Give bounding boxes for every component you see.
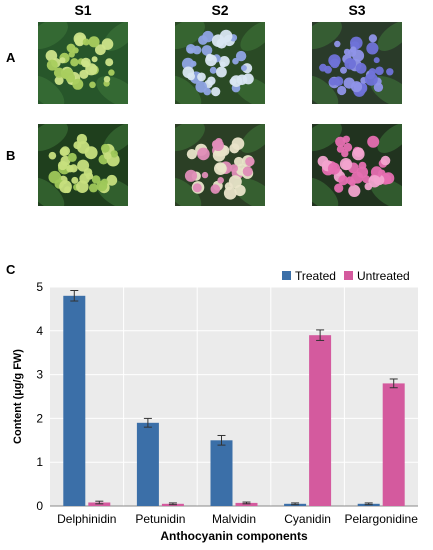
error-bar: [316, 329, 325, 341]
photo-a-s1: [38, 22, 128, 104]
x-tick-label: Petunidin: [135, 512, 185, 526]
error-bar: [217, 434, 226, 446]
error-bar: [70, 290, 79, 302]
x-tick-label: Cyanidin: [284, 512, 331, 526]
y-tick-label: 1: [36, 455, 43, 469]
error-bar: [95, 500, 104, 505]
error-bar: [389, 378, 398, 389]
bar-untreated-malvidin: [235, 502, 258, 506]
legend-swatch-treated: [282, 271, 291, 280]
bar-treated-malvidin: [210, 440, 233, 506]
bar-treated-delphinidin: [63, 295, 86, 506]
y-tick-label: 2: [36, 411, 43, 425]
x-axis-title: Anthocyanin components: [160, 529, 308, 543]
y-tick-label: 0: [36, 499, 43, 513]
photo-a-s3: [312, 22, 402, 104]
x-tick-label: Pelargonidine: [345, 512, 419, 526]
error-bar: [168, 502, 177, 506]
bar-treated-petunidin: [136, 422, 159, 506]
bar-untreated-cyanidin: [309, 335, 332, 506]
error-bar: [242, 501, 251, 505]
column-label-s1: S1: [74, 2, 92, 18]
error-bar: [291, 502, 300, 506]
photo-b-s1: [38, 124, 128, 206]
plot-area: [50, 287, 418, 506]
photo-b-s2: [175, 124, 265, 206]
row-label-b: B: [6, 148, 16, 163]
legend-swatch-untreated: [344, 271, 353, 280]
y-axis-title: Content (µg/g FW): [12, 349, 24, 444]
legend-label-treated: Treated: [295, 269, 336, 283]
error-bar: [364, 502, 373, 506]
y-tick-label: 5: [36, 280, 43, 294]
anthocyanin-bar-chart: 0 1 2 3 4 5 Delphinidin Petunidin Malvidin Cyanid…: [12, 269, 419, 543]
y-tick-label: 4: [36, 324, 43, 338]
legend-label-untreated: Untreated: [357, 269, 410, 283]
legend: Treated Untreated: [282, 269, 410, 283]
x-tick-label: Delphinidin: [57, 512, 116, 526]
photo-a-s2: [175, 22, 265, 104]
photo-b-s3: [312, 124, 402, 206]
column-label-s2: S2: [211, 2, 229, 18]
panel-label-c: C: [6, 262, 16, 277]
y-tick-label: 3: [36, 368, 43, 382]
bar-untreated-pelargonidine: [382, 383, 405, 506]
column-label-s3: S3: [348, 2, 366, 18]
error-bar: [143, 417, 152, 428]
row-label-a: A: [6, 50, 16, 65]
x-tick-label: Malvidin: [212, 512, 256, 526]
